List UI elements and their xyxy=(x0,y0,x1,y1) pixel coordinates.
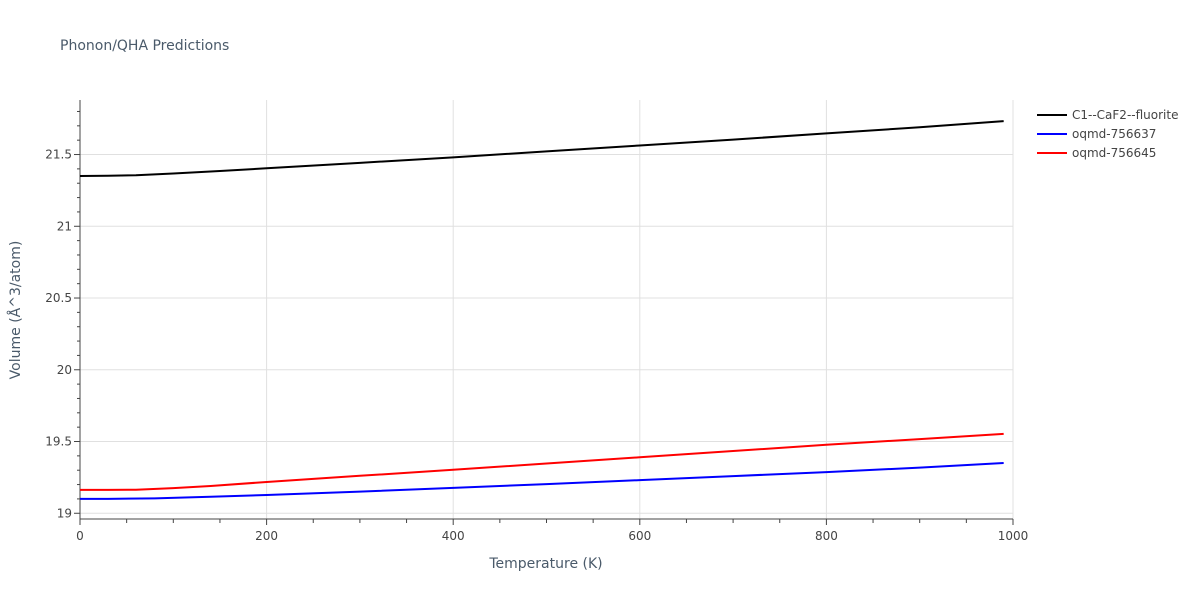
y-tick-label: 20 xyxy=(57,363,72,377)
x-tick-label: 1000 xyxy=(998,529,1029,543)
series-lines xyxy=(79,120,1004,500)
legend-label: C1--CaF2--fluorite xyxy=(1072,108,1178,122)
x-tick-label: 0 xyxy=(76,529,84,543)
legend-label: oqmd-756645 xyxy=(1072,146,1156,160)
legend-label: oqmd-756637 xyxy=(1072,127,1156,141)
series-line-C1--CaF2--fluorite xyxy=(79,120,1004,178)
series-line-oqmd-756645 xyxy=(80,432,1004,491)
y-axis-title: Volume (Å^3/atom) xyxy=(7,241,24,380)
series-line-oqmd-756637 xyxy=(80,462,1004,500)
y-tick-label: 21.5 xyxy=(45,148,72,162)
y-tick-label: 19.5 xyxy=(45,435,72,449)
x-tick-label: 800 xyxy=(815,529,838,543)
legend: C1--CaF2--fluorite oqmd-756637 oqmd-756645 xyxy=(1037,108,1178,160)
x-tick-label: 200 xyxy=(255,529,278,543)
axes: 0 200 400 600 800 1000 19 19.5 20 20.5 21 21.5 xyxy=(45,100,1028,543)
y-tick-label: 19 xyxy=(57,506,72,520)
grid xyxy=(80,100,1014,519)
y-tick-label: 20.5 xyxy=(45,291,72,305)
chart-title: Phonon/QHA Predictions xyxy=(60,38,229,54)
x-tick-label: 600 xyxy=(628,529,651,543)
x-axis-title: Temperature (K) xyxy=(488,556,602,572)
x-tick-label: 400 xyxy=(442,529,465,543)
y-tick-label: 21 xyxy=(57,219,72,233)
